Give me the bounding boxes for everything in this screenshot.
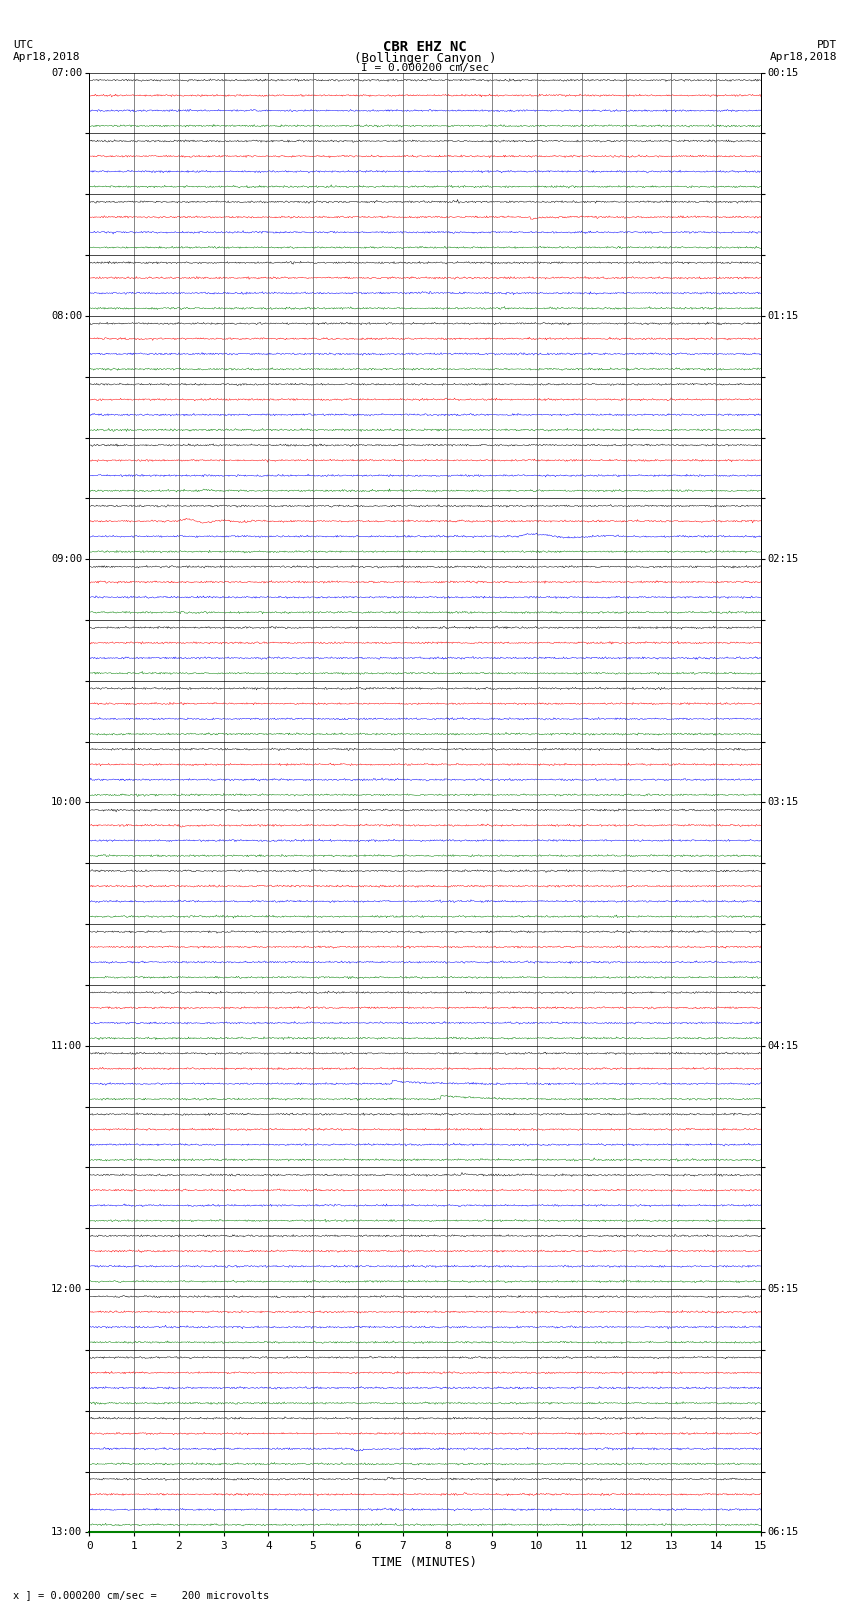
Text: x ] = 0.000200 cm/sec =    200 microvolts: x ] = 0.000200 cm/sec = 200 microvolts: [13, 1590, 269, 1600]
Text: Apr18,2018: Apr18,2018: [13, 52, 80, 61]
X-axis label: TIME (MINUTES): TIME (MINUTES): [372, 1555, 478, 1568]
Text: (Bollinger Canyon ): (Bollinger Canyon ): [354, 52, 496, 65]
Text: UTC: UTC: [13, 40, 33, 50]
Text: PDT: PDT: [817, 40, 837, 50]
Text: I = 0.000200 cm/sec: I = 0.000200 cm/sec: [361, 63, 489, 73]
Text: CBR EHZ NC: CBR EHZ NC: [383, 40, 467, 55]
Text: Apr18,2018: Apr18,2018: [770, 52, 837, 61]
